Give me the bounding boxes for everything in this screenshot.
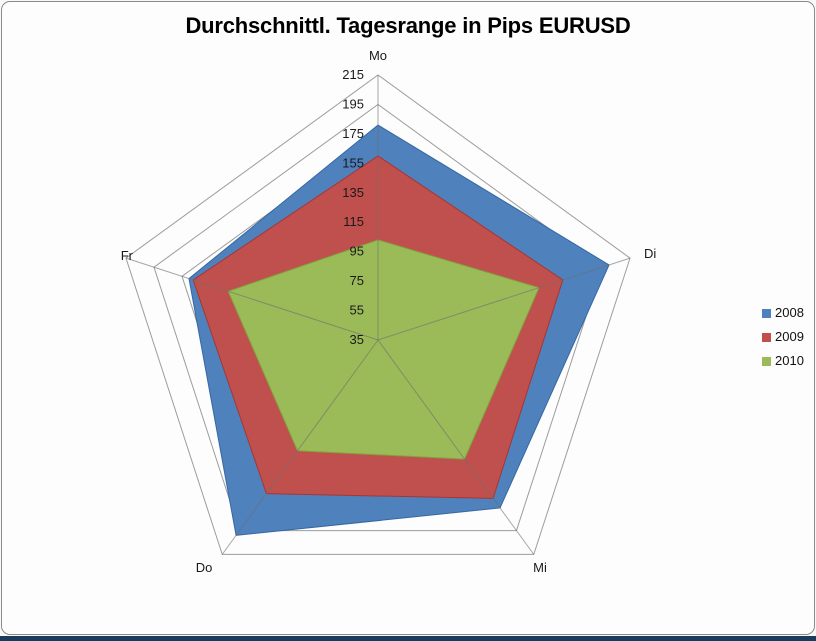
legend-item-2010: 2010 (762, 354, 804, 368)
legend-swatch-2008 (762, 308, 771, 318)
tick-label-195: 195 (342, 96, 364, 111)
legend-label-2009: 2009 (775, 329, 804, 344)
axis-spoke-Fr (125, 257, 379, 341)
axis-spoke-Di (377, 257, 631, 341)
tick-label-175: 175 (342, 126, 364, 141)
legend-item-2009: 2009 (762, 330, 804, 344)
radar-series-areas (188, 124, 610, 536)
category-label-Di: Di (644, 246, 656, 261)
legend-item-2008: 2008 (762, 306, 804, 320)
legend-label-2008: 2008 (775, 305, 804, 320)
radar-category-labels: Mo Di Mi Do Fr (121, 48, 657, 575)
tick-label-35: 35 (350, 332, 364, 347)
axis-spoke-Do (221, 339, 379, 555)
radar-tick-labels: 35 55 75 95 115 135 155 175 195 215 (342, 67, 364, 347)
radar-axes (125, 75, 631, 555)
tick-label-135: 135 (342, 185, 364, 200)
chart-title: Durchschnittl. Tagesrange in Pips EURUSD (185, 13, 631, 38)
category-label-Do: Do (196, 560, 213, 575)
legend-swatch-2009 (762, 332, 771, 342)
category-label-Mi: Mi (533, 560, 547, 575)
legend-label-2010: 2010 (775, 353, 804, 368)
bottom-window-edge (0, 636, 816, 641)
legend: 2008 2009 2010 (762, 306, 804, 368)
category-label-Mo: Mo (369, 48, 387, 63)
tick-label-155: 155 (342, 155, 364, 170)
tick-label-55: 55 (350, 303, 364, 318)
tick-label-95: 95 (350, 244, 364, 259)
category-label-Fr: Fr (121, 248, 134, 263)
series-area-2010 (227, 239, 540, 460)
axis-spoke-Mi (377, 339, 535, 555)
grid-ring-215 (125, 74, 631, 555)
legend-swatch-2010 (762, 356, 771, 366)
tick-label-215: 215 (342, 67, 364, 82)
tick-label-115: 115 (343, 214, 364, 229)
tick-label-75: 75 (350, 273, 364, 288)
